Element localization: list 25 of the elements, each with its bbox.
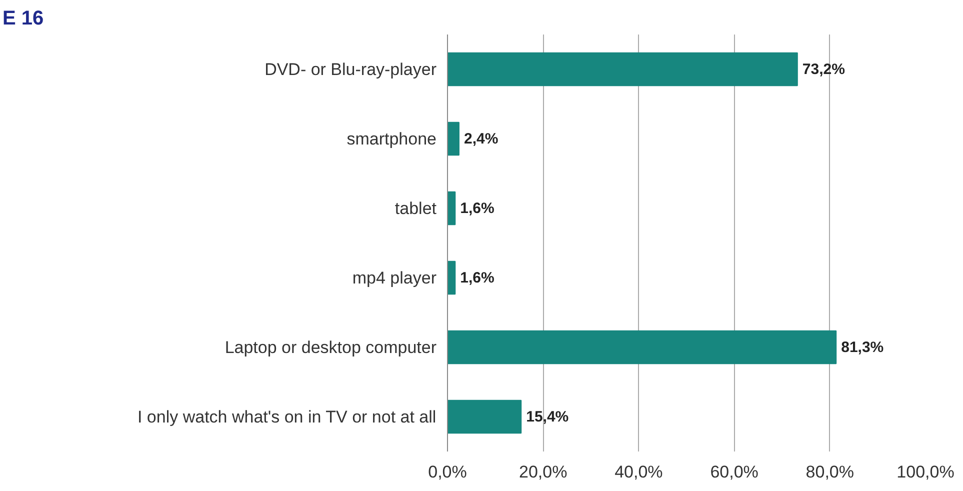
- bar: [448, 330, 837, 364]
- y-tick-label: mp4 player: [352, 268, 437, 288]
- data-label: 15,4%: [526, 408, 569, 426]
- bar: [448, 400, 522, 434]
- x-tick-label: 100,0%: [896, 462, 954, 482]
- y-tick-label: tablet: [394, 198, 437, 218]
- bar: [448, 191, 456, 226]
- y-tick-label: DVD- or Blu-ray-player: [264, 60, 437, 79]
- x-tick-label: 60,0%: [710, 462, 758, 482]
- bar: [448, 260, 456, 295]
- bar: [448, 122, 460, 156]
- x-tick-label: 40,0%: [614, 462, 663, 482]
- x-tick-label: 80,0%: [806, 462, 854, 482]
- x-tick-label: 20,0%: [519, 462, 568, 482]
- text: E 16: [2, 8, 44, 30]
- data-label: 1,6%: [460, 269, 494, 286]
- data-label: 81,3%: [841, 338, 884, 356]
- y-tick-label: I only watch what's on in TV or not at all: [138, 407, 436, 426]
- y-tick-label: smartphone: [346, 129, 437, 148]
- y-tick-label: Laptop or desktop computer: [224, 338, 437, 357]
- data-label: 1,6%: [460, 200, 494, 217]
- bar: [448, 52, 798, 86]
- data-label: 73,2%: [802, 60, 845, 78]
- data-label: 2,4%: [464, 130, 498, 148]
- x-tick-label: 0,0%: [428, 462, 467, 482]
